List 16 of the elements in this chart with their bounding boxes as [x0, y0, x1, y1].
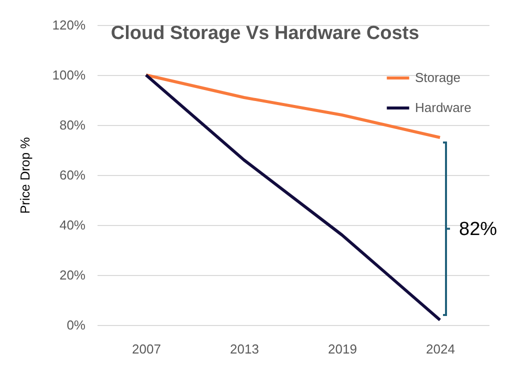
x-tick-label: 2007 — [132, 342, 161, 356]
x-tick-label: 2024 — [426, 342, 455, 356]
chart-title: Cloud Storage Vs Hardware Costs — [110, 23, 420, 44]
y-tick-label: 120% — [52, 18, 86, 32]
y-axis-title: Price Drop % — [17, 136, 32, 214]
y-tick-label: 0% — [66, 318, 86, 332]
legend-label: Hardware — [415, 100, 472, 115]
y-tick-label: 60% — [59, 168, 86, 182]
x-tick-label: 2013 — [230, 342, 259, 356]
y-tick-label: 40% — [59, 218, 86, 232]
x-tick-label: 2019 — [328, 342, 357, 356]
legend-label: Storage — [415, 70, 461, 85]
y-tick-label: 20% — [59, 268, 86, 282]
y-tick-label: 80% — [59, 118, 86, 132]
annotation: 82% — [459, 218, 498, 240]
y-tick-label: 100% — [52, 68, 86, 82]
